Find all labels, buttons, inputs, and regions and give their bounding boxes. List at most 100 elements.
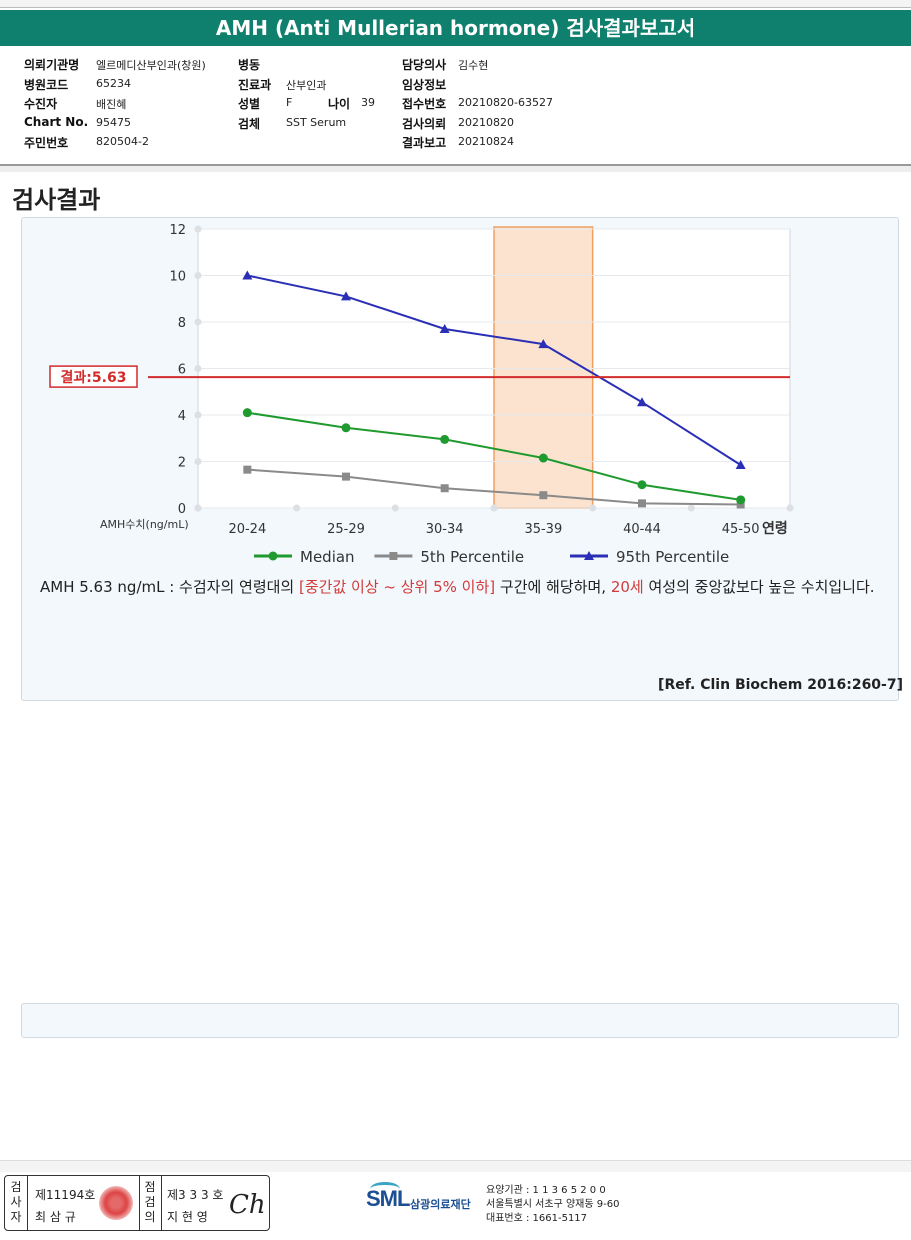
x-tick-dot	[687, 504, 695, 512]
data-point	[342, 472, 350, 481]
y-tick-dot	[194, 458, 202, 465]
hospital-code: 65234	[96, 77, 131, 90]
inspector-label: 검사자	[10, 1180, 22, 1224]
desc-age: 20세	[610, 578, 644, 596]
empty-panel	[21, 1003, 899, 1038]
data-point	[538, 339, 549, 349]
y-tick-dot	[194, 411, 202, 419]
y-tick-dot	[194, 318, 202, 326]
divider	[27, 1176, 28, 1230]
patient-name: 배진혜	[96, 98, 127, 111]
data-point	[539, 491, 548, 500]
signature-box: 검사자 제11194호 최 삼 규 점검의 제3 3 3 호 지 현 영 Ch	[4, 1175, 270, 1231]
seal-stamp	[99, 1186, 133, 1220]
y-tick-label: 10	[169, 270, 186, 285]
y-tick-dot	[194, 225, 202, 233]
y-tick-label: 4	[178, 409, 186, 424]
y-axis-label: AMH수치(ng/mL)	[100, 518, 189, 531]
data-point	[735, 459, 746, 469]
info-label: 검체	[238, 117, 261, 131]
department: 산부인과	[286, 79, 327, 92]
y-tick-dot	[194, 365, 202, 372]
divider	[139, 1176, 140, 1230]
info-row: 의뢰기관명	[24, 56, 79, 73]
legend-label: 5th Percentile	[420, 548, 524, 566]
org-name: 삼광의료재단	[410, 1198, 471, 1211]
resident-number: 820504-2	[96, 135, 149, 148]
result-description: AMH 5.63 ng/mL : 수검자의 연령대의 [중간값 이상 ~ 상위 …	[40, 576, 900, 599]
logo-text: SML	[366, 1186, 410, 1211]
divider	[0, 166, 911, 172]
x-tick-dot	[589, 504, 597, 512]
report-title: AMH (Anti Mullerian hormone) 검사결과보고서	[0, 10, 911, 46]
legend-label: 95th Percentile	[616, 548, 729, 566]
x-tick-label: 35-39	[524, 522, 562, 537]
x-tick-label: 25-29	[327, 522, 365, 537]
data-point	[638, 499, 646, 508]
data-point	[440, 484, 449, 493]
data-point	[439, 323, 450, 333]
amh-chart: 0 2 4 6 8 10 12 20-24 25-29 30-34 35-39 40-44 45-50 A…	[49, 223, 794, 566]
result-label: 결과:5.63	[61, 369, 127, 386]
info-label: 성별	[238, 97, 261, 111]
info-label: 의뢰기관명	[24, 58, 80, 72]
data-point	[242, 408, 252, 418]
chart-number: 95475	[96, 116, 131, 129]
footer-border	[0, 1160, 911, 1172]
x-tick-dot	[391, 504, 399, 512]
inspector-license: 제11194호	[35, 1188, 96, 1202]
desc-range: [중간값 이상 ~ 상위 5% 이하]	[299, 578, 496, 596]
info-label: 나이	[328, 97, 351, 111]
x-tick-dot	[490, 504, 498, 512]
x-tick-dot	[194, 504, 202, 512]
top-border	[0, 0, 911, 8]
section-title: 검사결과	[12, 186, 101, 214]
data-point	[637, 480, 647, 490]
x-tick-label: 20-24	[228, 522, 266, 537]
data-point	[389, 552, 398, 560]
data-point	[736, 495, 746, 505]
x-axis-label: 연령	[762, 521, 788, 537]
y-tick-label: 6	[178, 363, 186, 378]
series-line	[247, 468, 741, 506]
y-tick-label: 0	[178, 502, 186, 517]
data-point	[243, 465, 252, 474]
inspector-name: 최 삼 규	[35, 1210, 76, 1224]
info-label: 결과보고	[402, 136, 447, 150]
info-value: 엘르메디산부인과(창원)	[96, 57, 206, 73]
address: 요양기관 : 1 1 3 6 5 2 0 0 서울특별시 서초구 양재동 9-6…	[486, 1184, 619, 1226]
info-label: 병동	[238, 58, 261, 72]
doctor-name: 김수현	[458, 59, 489, 72]
series-line	[247, 274, 742, 466]
receipt-number: 20210820-63527	[458, 96, 553, 109]
address-line: 대표번호 : 1661-5117	[486, 1213, 588, 1224]
age: 39	[361, 96, 375, 109]
reviewer-name: 지 현 영	[167, 1210, 208, 1224]
data-point	[242, 270, 253, 280]
sex: F	[286, 96, 293, 109]
data-point	[538, 453, 548, 463]
data-point	[341, 291, 351, 301]
info-label: Chart No.	[24, 115, 89, 129]
patient-info: 의뢰기관명 엘르메디산부인과(창원) 병원코드 65234 수진자 배진혜 Ch…	[0, 48, 911, 166]
data-point	[268, 551, 278, 561]
y-tick-dot	[194, 272, 202, 279]
reviewer-license: 제3 3 3 호	[167, 1188, 224, 1202]
series-line	[247, 411, 741, 501]
address-line: 서울특별시 서초구 양재동 9-60	[486, 1199, 620, 1210]
data-point	[584, 551, 594, 560]
age-highlight-band	[493, 226, 594, 509]
logo-arc	[370, 1182, 400, 1196]
info-label: 주민번호	[24, 136, 69, 150]
y-tick-label: 2	[178, 456, 186, 471]
desc-text: AMH 5.63 ng/mL : 수검자의 연령대의	[40, 578, 299, 596]
legend-label: Median	[300, 548, 355, 566]
desc-text: 구간에 해당하며,	[495, 578, 611, 596]
info-label: 접수번호	[402, 97, 447, 111]
x-tick-dot	[293, 504, 301, 512]
reviewer-label: 점검의	[144, 1180, 156, 1224]
info-label: 병원코드	[24, 78, 69, 92]
info-label: 수진자	[24, 97, 58, 111]
info-label: 진료과	[238, 78, 272, 92]
y-tick-label: 12	[169, 223, 186, 238]
